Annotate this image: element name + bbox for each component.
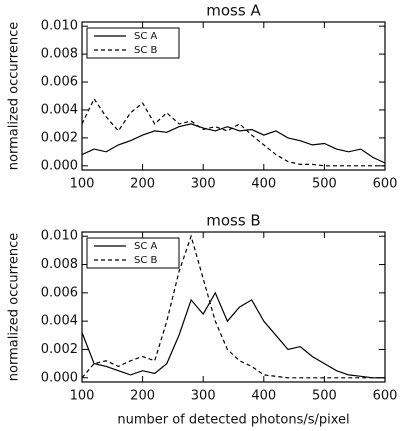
y-tick-label: 0.002 (41, 130, 78, 145)
legend-label: SC B (134, 255, 158, 266)
x-tick-label: 300 (191, 177, 216, 192)
y-axis-label: normalized occurrence (7, 22, 22, 170)
y-tick-label: 0.004 (41, 102, 78, 117)
x-tick-label: 600 (373, 389, 398, 404)
plot-frame (81, 231, 386, 383)
x-tick-label: 500 (312, 389, 337, 404)
y-tick-label: 0.004 (41, 314, 78, 329)
y-tick-label: 0.008 (41, 257, 78, 272)
x-tick-label: 400 (251, 389, 276, 404)
y-tick-label: 0.000 (41, 370, 78, 385)
plot-frame (81, 21, 386, 171)
legend-box (86, 27, 180, 59)
series-line (81, 234, 385, 379)
y-tick-label: 0.008 (41, 47, 78, 62)
x-tick-label: 100 (70, 177, 95, 192)
y-axis-label: normalized occurrence (7, 233, 22, 381)
legend-label: SC A (134, 31, 158, 42)
legend-label: SC B (134, 45, 158, 56)
x-axis-label: number of detected photons/s/pixel (117, 413, 349, 428)
chart-title: moss A (206, 2, 261, 20)
legend-label: SC A (134, 241, 158, 252)
x-tick-label: 500 (312, 177, 337, 192)
y-tick-label: 0.000 (41, 158, 78, 173)
series-line (81, 97, 385, 167)
chart-title: moss B (206, 212, 260, 230)
y-tick-label: 0.010 (41, 229, 78, 244)
x-tick-label: 400 (251, 177, 276, 192)
y-tick-label: 0.010 (41, 19, 78, 34)
x-tick-label: 300 (191, 389, 216, 404)
y-tick-label: 0.006 (41, 285, 78, 300)
x-tick-label: 600 (373, 177, 398, 192)
x-tick-label: 100 (70, 389, 95, 404)
y-tick-label: 0.006 (41, 75, 78, 90)
legend-box (86, 237, 180, 269)
x-tick-label: 200 (130, 177, 155, 192)
series-line (81, 291, 385, 379)
x-tick-label: 200 (130, 389, 155, 404)
y-tick-label: 0.002 (41, 342, 78, 357)
series-line (81, 123, 386, 164)
